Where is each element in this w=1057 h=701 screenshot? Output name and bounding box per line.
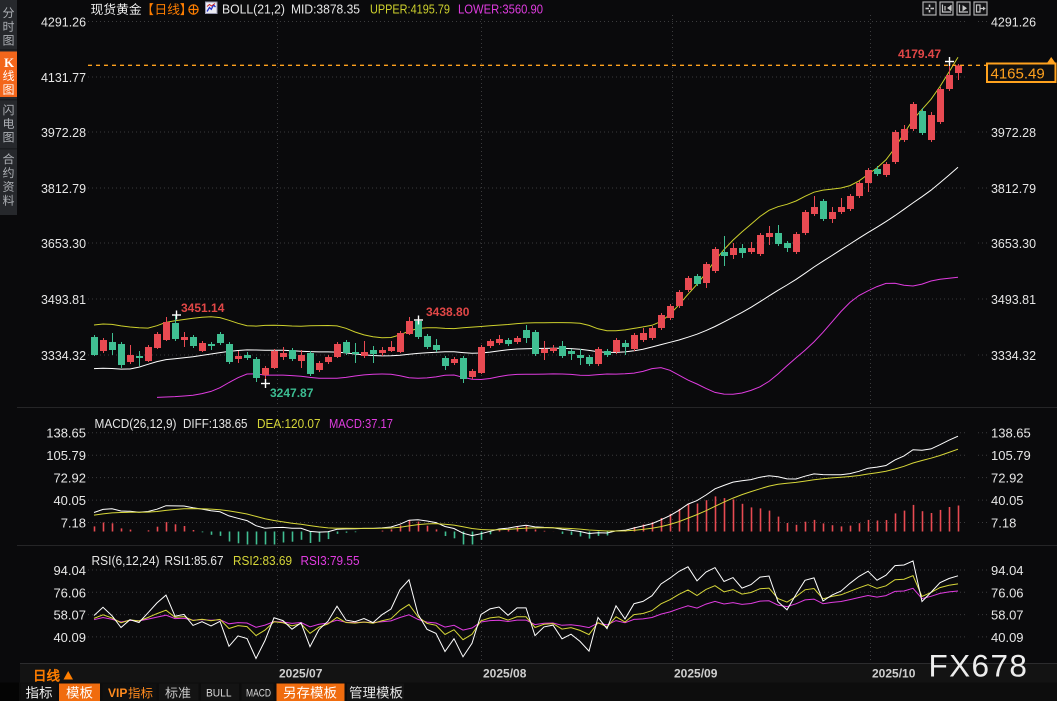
svg-text:105.79: 105.79 [46, 448, 86, 463]
svg-text:3653.30: 3653.30 [991, 236, 1036, 251]
svg-text:58.07: 58.07 [53, 608, 86, 623]
svg-text:40.05: 40.05 [53, 493, 86, 508]
svg-text:VIP: VIP [108, 686, 127, 700]
svg-text:RSI1:85.67: RSI1:85.67 [165, 554, 224, 568]
svg-text:76.06: 76.06 [991, 585, 1024, 600]
svg-text:3972.28: 3972.28 [41, 125, 86, 140]
svg-text:MID:3878.35: MID:3878.35 [291, 3, 360, 17]
svg-text:40.09: 40.09 [991, 630, 1024, 645]
svg-text:76.06: 76.06 [53, 585, 86, 600]
svg-text:138.65: 138.65 [46, 426, 86, 441]
svg-text:4291.26: 4291.26 [41, 15, 86, 30]
svg-text:40.09: 40.09 [53, 630, 86, 645]
svg-text:7.18: 7.18 [61, 516, 86, 531]
svg-text:3653.30: 3653.30 [41, 236, 86, 251]
svg-text:RSI3:79.55: RSI3:79.55 [301, 554, 360, 568]
svg-text:3247.87: 3247.87 [270, 386, 314, 400]
svg-text:2025/10: 2025/10 [872, 667, 916, 681]
svg-text:K: K [4, 55, 15, 70]
svg-text:4179.47: 4179.47 [898, 47, 941, 61]
svg-text:BULL: BULL [206, 688, 232, 700]
svg-text:7.18: 7.18 [991, 516, 1016, 531]
svg-text:RSI(6,12,24): RSI(6,12,24) [92, 554, 160, 568]
svg-text:MACD: MACD [246, 688, 271, 700]
svg-text:105.79: 105.79 [991, 448, 1031, 463]
svg-text:3812.79: 3812.79 [991, 181, 1036, 196]
svg-text:2025/07: 2025/07 [279, 667, 323, 681]
svg-text:40.05: 40.05 [991, 493, 1024, 508]
svg-text:2025/09: 2025/09 [674, 667, 718, 681]
svg-text:4131.77: 4131.77 [41, 70, 86, 85]
svg-text:94.04: 94.04 [53, 563, 86, 578]
svg-text:3493.81: 3493.81 [41, 292, 86, 307]
svg-text:DEA:120.07: DEA:120.07 [257, 417, 321, 431]
svg-text:58.07: 58.07 [991, 608, 1024, 623]
svg-text:UPPER:4195.79: UPPER:4195.79 [370, 3, 450, 17]
svg-text:94.04: 94.04 [991, 563, 1024, 578]
svg-text:72.92: 72.92 [991, 471, 1024, 486]
svg-text:DIFF:138.65: DIFF:138.65 [183, 417, 248, 431]
svg-text:RSI2:83.69: RSI2:83.69 [233, 554, 292, 568]
svg-text:3493.81: 3493.81 [991, 292, 1036, 307]
svg-text:3334.32: 3334.32 [41, 348, 86, 363]
svg-text:FX678: FX678 [929, 648, 1029, 684]
svg-text:3972.28: 3972.28 [991, 125, 1036, 140]
svg-text:72.92: 72.92 [53, 471, 86, 486]
svg-text:LOWER:3560.90: LOWER:3560.90 [458, 3, 543, 17]
svg-text:4165.49: 4165.49 [991, 66, 1045, 83]
svg-text:3334.32: 3334.32 [991, 348, 1036, 363]
svg-text:MACD:37.17: MACD:37.17 [329, 417, 393, 431]
svg-text:3451.14: 3451.14 [181, 301, 225, 315]
svg-text:138.65: 138.65 [991, 426, 1031, 441]
svg-text:4291.26: 4291.26 [991, 15, 1036, 30]
svg-text:3812.79: 3812.79 [41, 181, 86, 196]
svg-text:BOLL(21,2): BOLL(21,2) [222, 3, 285, 17]
svg-text:3438.80: 3438.80 [426, 305, 470, 319]
svg-text:MACD(26,12,9): MACD(26,12,9) [95, 417, 177, 431]
svg-text:2025/08: 2025/08 [483, 667, 527, 681]
